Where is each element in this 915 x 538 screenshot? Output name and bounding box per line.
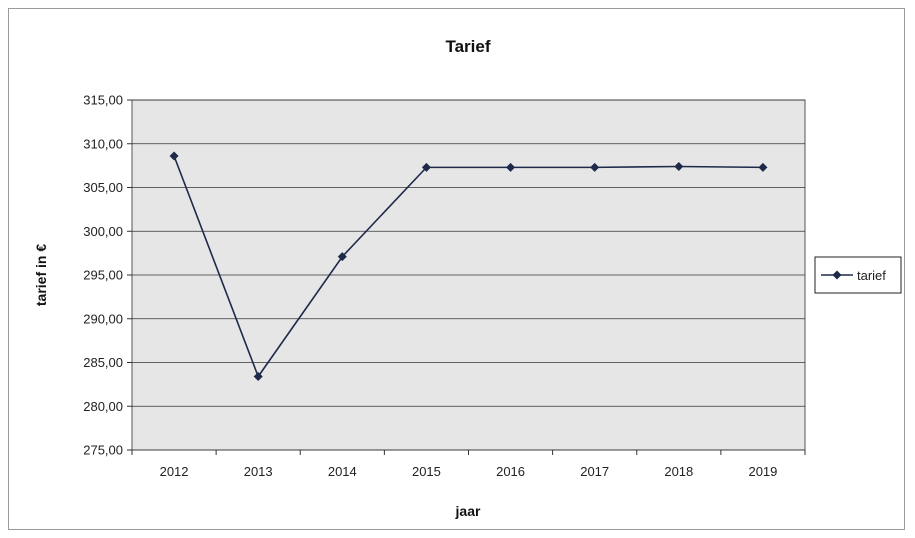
legend-marker xyxy=(832,270,842,280)
x-tick-label: 2018 xyxy=(664,464,693,479)
legend: tarief xyxy=(814,256,902,294)
y-tick-label: 295,00 xyxy=(83,268,123,283)
data-point xyxy=(506,162,516,172)
data-point xyxy=(590,162,600,172)
data-point xyxy=(674,162,684,171)
y-tick-label: 275,00 xyxy=(83,443,123,458)
x-tick-label: 2014 xyxy=(328,464,357,479)
x-tick-label: 2013 xyxy=(244,464,273,479)
x-tick-label: 2015 xyxy=(412,464,441,479)
grid-lines xyxy=(127,99,806,455)
y-tick-label: 280,00 xyxy=(83,399,123,414)
legend-label-tarief: tarief xyxy=(857,268,886,283)
y-tick-label: 285,00 xyxy=(83,355,123,370)
y-axis-label: tarief in € xyxy=(33,244,49,306)
series-points xyxy=(169,151,768,381)
y-tick-label: 290,00 xyxy=(83,311,123,326)
data-point xyxy=(253,372,263,381)
data-point xyxy=(169,151,179,161)
y-tick-label: 310,00 xyxy=(83,136,123,151)
y-tick-label: 315,00 xyxy=(83,93,123,108)
x-tick-labels: 2012 2013 2014 2015 2016 2017 2018 2019 xyxy=(160,464,778,479)
y-tick-labels: 275,00 280,00 285,00 290,00 295,00 300,00 305,… xyxy=(83,93,123,458)
x-tick-label: 2019 xyxy=(748,464,777,479)
data-point xyxy=(758,162,768,172)
y-tick-label: 305,00 xyxy=(83,180,123,195)
series-line-tarief xyxy=(173,155,763,379)
data-point xyxy=(421,162,431,172)
y-tick-label: 300,00 xyxy=(83,224,123,239)
x-tick-label: 2017 xyxy=(580,464,609,479)
x-axis-label: jaar xyxy=(455,503,481,519)
x-tick-label: 2012 xyxy=(160,464,189,479)
data-point xyxy=(337,252,347,262)
chart-title: Tarief xyxy=(445,37,490,56)
x-tick-label: 2016 xyxy=(496,464,525,479)
